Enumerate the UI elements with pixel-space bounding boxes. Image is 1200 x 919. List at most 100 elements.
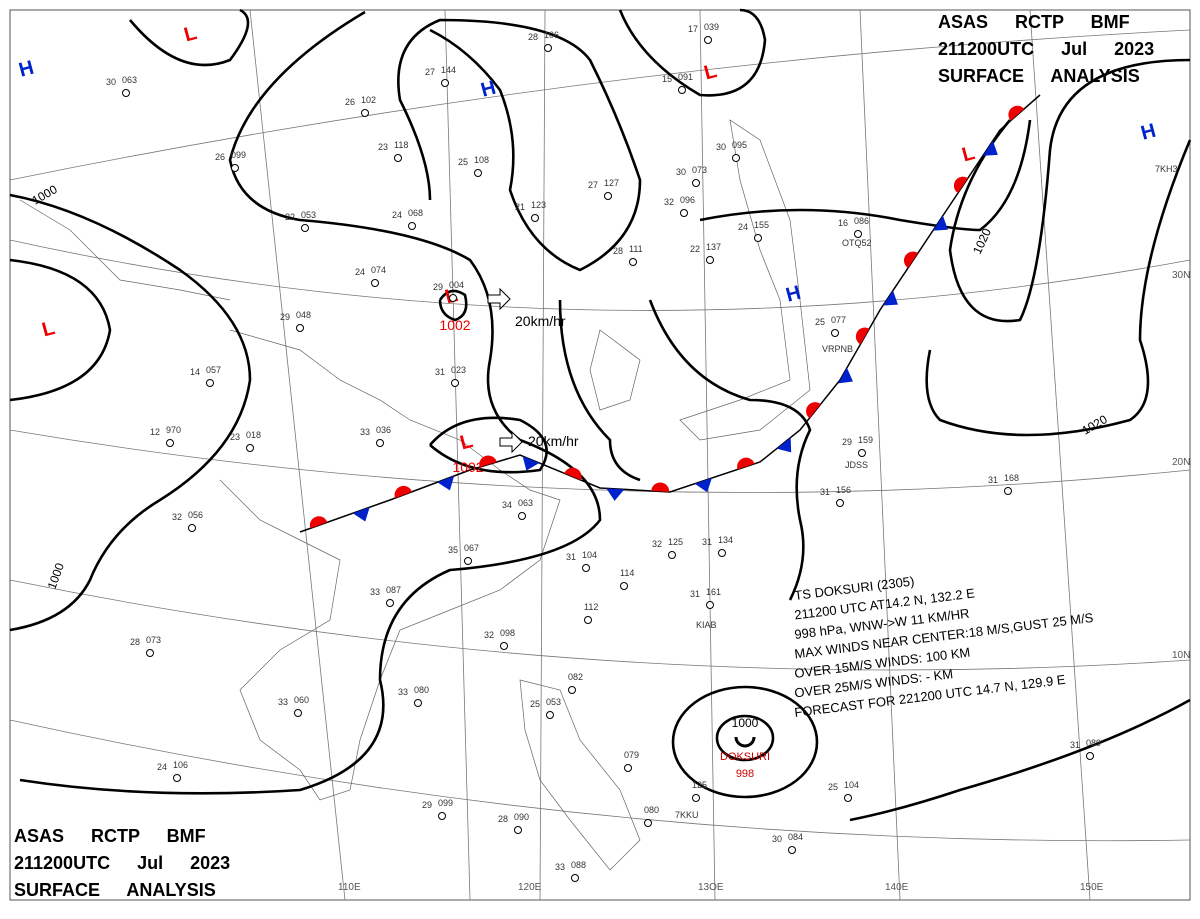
- station-pres: 074: [371, 265, 386, 275]
- station-dot: [584, 616, 592, 624]
- warm-semicircle: [953, 176, 968, 194]
- coastline: [19, 119, 811, 871]
- labels: ASAS RCTP BMF 211200UTC Jul 2023 SURFACE A…: [14, 12, 1190, 900]
- station-pres: 104: [844, 780, 859, 790]
- station-dot: [296, 324, 304, 332]
- station-dot: [680, 209, 688, 217]
- station-dot: [620, 582, 628, 590]
- station-dot: [188, 524, 196, 532]
- station-dot: [394, 154, 402, 162]
- station-temp: 30: [716, 142, 726, 152]
- pressure-center: L: [182, 22, 199, 46]
- cold-triangle: [694, 478, 712, 493]
- station-pres: 048: [296, 310, 311, 320]
- front-symbol: [564, 467, 582, 481]
- station-temp: 31: [702, 537, 712, 547]
- station-dot: [718, 549, 726, 557]
- station-temp: 31: [566, 552, 576, 562]
- station-temp: 33: [555, 862, 565, 872]
- front-symbol: [982, 140, 998, 156]
- station-dot: [408, 222, 416, 230]
- station-dot: [568, 686, 576, 694]
- station-temp: 25: [458, 157, 468, 167]
- station-temp: 21: [515, 202, 525, 212]
- station-temp: 23: [230, 432, 240, 442]
- low-pressure: 1002: [439, 317, 470, 333]
- station-temp: 16: [838, 218, 848, 228]
- station-temp: 22: [285, 212, 295, 222]
- pressure-center: L: [960, 142, 977, 166]
- station-temp: 25: [530, 699, 540, 709]
- isobar-label: 1000: [45, 561, 67, 591]
- station-temp: 26: [215, 152, 225, 162]
- station-temp: 30: [772, 834, 782, 844]
- front-symbol: [352, 507, 370, 522]
- station-dot: [831, 329, 839, 337]
- lon-label: 140E: [885, 882, 909, 893]
- station-dot: [449, 294, 457, 302]
- warm-semicircle: [394, 485, 412, 499]
- station-temp: 26: [345, 97, 355, 107]
- station-pres: 036: [376, 425, 391, 435]
- station-dot: [1004, 487, 1012, 495]
- map-border: [9, 9, 1191, 901]
- station-dot: [692, 179, 700, 187]
- warm-semicircle: [903, 251, 918, 269]
- station-temp: 33: [398, 687, 408, 697]
- station-pres: 144: [441, 65, 456, 75]
- station-pres: 125: [692, 780, 707, 790]
- station-pres: 111: [629, 244, 643, 254]
- front-symbol: [651, 482, 670, 492]
- station-dot: [301, 224, 309, 232]
- station-pres: 137: [706, 242, 721, 252]
- station-pres: 068: [408, 208, 423, 218]
- station-pres: 091: [678, 72, 693, 82]
- station-dot: [464, 557, 472, 565]
- station-temp: 23: [378, 142, 388, 152]
- station-dot: [678, 86, 686, 94]
- station-dot: [754, 234, 762, 242]
- station-dot: [704, 36, 712, 44]
- station-dot: [441, 79, 449, 87]
- pressure-center: H: [1139, 120, 1159, 145]
- station-pres: 970: [166, 425, 181, 435]
- station-temp: 27: [588, 180, 598, 190]
- graticule: [9, 9, 1191, 901]
- station-dot: [231, 164, 239, 172]
- front-symbol: [1008, 105, 1025, 121]
- station-dot: [854, 230, 862, 238]
- warm-semicircle: [479, 455, 497, 468]
- cold-triangle: [437, 475, 455, 491]
- station-dot: [582, 564, 590, 572]
- front-symbol: [806, 402, 821, 419]
- pressure-center: H: [784, 282, 804, 307]
- motion: 20km/hr: [515, 313, 566, 329]
- station-pres: 067: [464, 543, 479, 553]
- station-dot: [451, 379, 459, 387]
- warm-semicircle: [564, 467, 582, 481]
- station-temp: 15: [662, 74, 672, 84]
- station-temp: 33: [278, 697, 288, 707]
- station-temp: 29: [433, 282, 443, 292]
- station-temp: 32: [652, 539, 662, 549]
- warm-semicircle: [806, 402, 821, 419]
- station-id: VRPNB: [822, 344, 853, 354]
- station-dot: [644, 819, 652, 827]
- station-dot: [173, 774, 181, 782]
- station-pres: 125: [668, 537, 683, 547]
- front-symbol: [953, 176, 968, 194]
- cold-triangle: [776, 437, 792, 453]
- header-line: 211200UTC Jul 2023: [14, 853, 230, 873]
- station-temp: 24: [355, 267, 365, 277]
- station-pres: 112: [584, 602, 598, 612]
- station-pres: 161: [706, 587, 721, 597]
- lon-label: 110E: [338, 882, 361, 893]
- station-pres: 102: [361, 95, 376, 105]
- station-pres: 106: [173, 760, 188, 770]
- station-temp: 12: [150, 427, 160, 437]
- station-dot: [692, 794, 700, 802]
- station-temp: 24: [157, 762, 167, 772]
- station-dot: [629, 258, 637, 266]
- header-line: SURFACE ANALYSIS: [14, 880, 216, 900]
- front-symbols: [309, 105, 1025, 529]
